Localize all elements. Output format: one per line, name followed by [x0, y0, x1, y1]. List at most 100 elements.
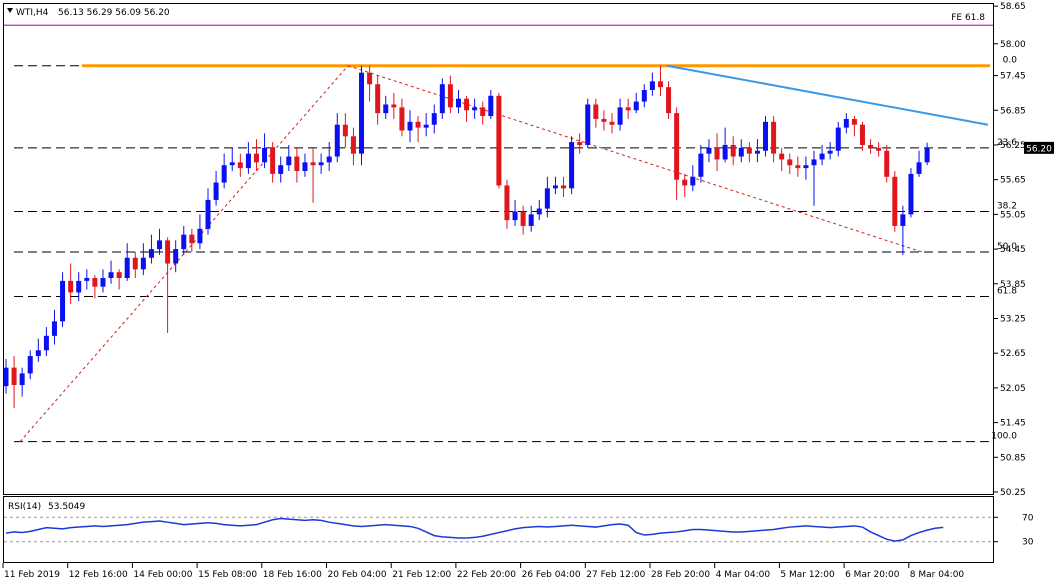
candle-body	[488, 95, 494, 117]
candle-body	[617, 107, 623, 125]
x-tick-label: 22 Feb 20:00	[457, 570, 516, 580]
y-tick-label: 50.85	[1000, 453, 1026, 463]
candle-body	[876, 147, 882, 151]
candle-body	[908, 173, 914, 215]
candle-body	[51, 321, 57, 336]
candle-body	[3, 367, 9, 387]
candle-body	[84, 277, 90, 281]
candlestick-series	[3, 65, 930, 409]
y-tick-label: 53.25	[1000, 314, 1026, 324]
candle-body	[512, 211, 518, 221]
drawn-lines[interactable]	[4, 24, 993, 443]
candle-body	[528, 214, 534, 226]
y-tick-label: 51.45	[1000, 419, 1026, 429]
fib-level-label: 50.0	[997, 242, 1017, 252]
x-tick-label: 14 Feb 00:00	[133, 570, 192, 580]
candle-body	[415, 121, 421, 128]
price-badge-text: 56.20	[1026, 144, 1052, 154]
candle-body	[779, 153, 785, 160]
candle-body	[763, 121, 769, 151]
candle-body	[350, 136, 356, 154]
candle-body	[625, 107, 631, 111]
candle-body	[819, 153, 825, 160]
candle-body	[294, 156, 300, 171]
x-tick-label: 8 Mar 04:00	[910, 570, 965, 580]
x-tick-label: 11 Feb 2019	[4, 570, 60, 580]
candle-body	[544, 188, 550, 209]
candle-body	[536, 208, 542, 215]
descending-trendline	[666, 64, 989, 126]
y-tick-label: 55.65	[1000, 176, 1026, 186]
candle-body	[140, 257, 146, 270]
candle-body	[76, 280, 82, 293]
rsi-line	[5, 517, 944, 542]
candle-body	[310, 162, 316, 166]
chart-header: WTI,H4 56.13 56.29 56.09 56.20	[7, 8, 170, 18]
candle-body	[100, 277, 106, 287]
candle-body	[868, 144, 874, 148]
candle-body	[318, 162, 324, 166]
rsi-indicator: 70 30	[4, 513, 1034, 548]
candle-body	[633, 101, 639, 111]
candle-body	[843, 118, 849, 128]
candle-body	[480, 107, 486, 117]
candle-body	[262, 147, 268, 163]
candle-body	[496, 95, 502, 186]
y-tick-label: 57.45	[1000, 72, 1026, 82]
candle-body	[682, 179, 688, 186]
candle-body	[738, 147, 744, 157]
candle-body	[391, 104, 397, 108]
collapse-triangle-icon[interactable]	[7, 8, 13, 13]
x-tick-label: 27 Feb 12:00	[586, 570, 645, 580]
candle-body	[472, 107, 478, 111]
candle-body	[609, 121, 615, 125]
candle-body	[108, 272, 114, 278]
y-tick-label: 50.25	[1000, 488, 1026, 498]
y-tick-label: 58.00	[1000, 40, 1026, 50]
rsi-tick-label: 30	[1022, 538, 1034, 548]
fib-level-label: 100.0	[991, 432, 1017, 442]
candle-body	[585, 104, 591, 145]
candle-body	[851, 118, 857, 125]
rsi-tick-label: 70	[1022, 513, 1034, 523]
candle-body	[900, 214, 906, 226]
candle-body	[132, 257, 138, 270]
candle-body	[690, 176, 696, 186]
y-tick-label: 58.65	[1000, 2, 1026, 12]
x-tick-label: 18 Feb 16:00	[263, 570, 322, 580]
candle-body	[197, 228, 203, 244]
candle-body	[657, 81, 663, 88]
time-axis: 11 Feb 2019 12 Feb 16:00 14 Feb 00:00 15 Fe…	[2, 563, 965, 580]
candle-body	[771, 121, 777, 154]
candle-body	[455, 98, 461, 108]
candle-body	[641, 90, 647, 102]
candle-body	[116, 272, 122, 278]
fib-level-label: 23.6	[997, 138, 1017, 148]
candle-body	[698, 153, 704, 177]
candle-body	[730, 144, 736, 157]
candle-body	[561, 185, 567, 189]
candle-body	[367, 72, 373, 85]
candle-body	[148, 249, 154, 258]
y-tick-label: 56.85	[1000, 106, 1026, 116]
candle-body	[577, 142, 583, 145]
candle-body	[302, 162, 308, 171]
candle-body	[859, 124, 865, 145]
candle-body	[334, 124, 340, 157]
candle-body	[892, 176, 898, 226]
candle-body	[173, 249, 179, 264]
fib-level-label: 61.8	[997, 287, 1017, 297]
x-tick-label: 15 Feb 08:00	[198, 570, 257, 580]
candle-body	[43, 335, 49, 351]
candle-body	[754, 150, 760, 154]
candle-body	[722, 144, 728, 160]
rsi-label: RSI(14)	[8, 502, 41, 512]
candle-body	[504, 185, 510, 221]
candle-body	[229, 162, 235, 166]
candle-body	[706, 147, 712, 154]
candle-body	[569, 142, 575, 189]
candle-body	[237, 162, 243, 169]
fib-level-label: 0.0	[1003, 56, 1018, 66]
candle-body	[213, 182, 219, 200]
